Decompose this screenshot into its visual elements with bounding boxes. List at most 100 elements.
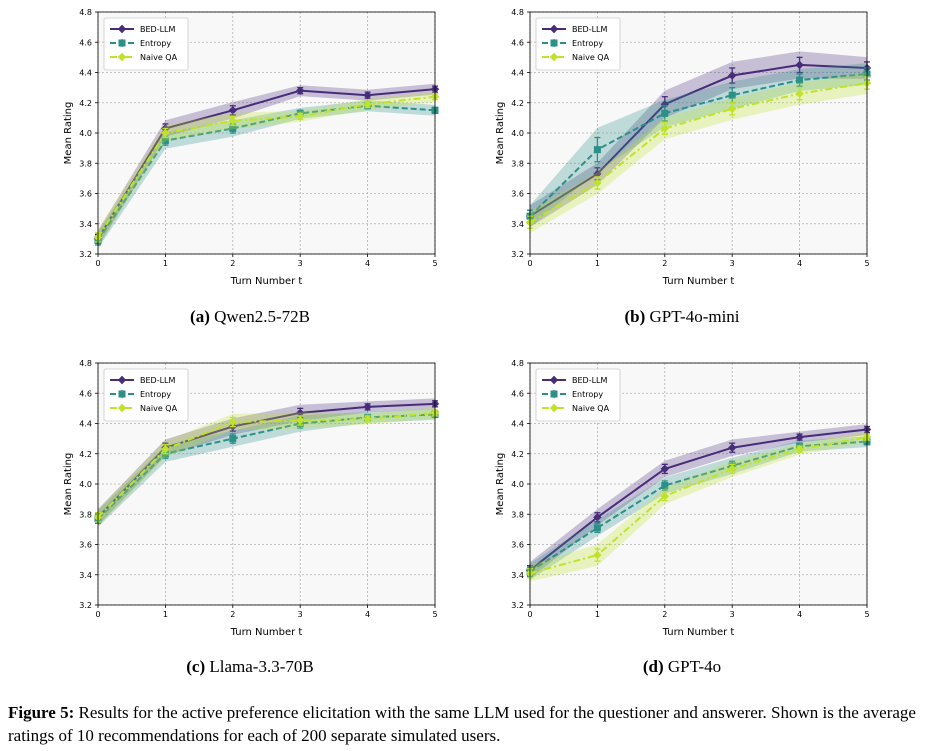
- legend-marker: [549, 24, 559, 34]
- axes-frame: [529, 11, 868, 255]
- series-line: [529, 428, 868, 571]
- series-line: [97, 104, 436, 241]
- y-tick-label: 4.8: [511, 359, 524, 368]
- data-point: [660, 124, 669, 133]
- x-tick-label: 4: [365, 610, 370, 619]
- legend-label: Naive QA: [140, 53, 178, 62]
- legend-marker: [117, 52, 127, 62]
- data-point: [593, 550, 602, 560]
- legend-marker: [550, 39, 558, 47]
- legend-marker: [549, 403, 559, 413]
- axes-frame: [529, 362, 868, 606]
- y-tick-label: 4.0: [79, 129, 92, 138]
- data-point: [728, 104, 737, 113]
- y-tick-label: 3.6: [511, 190, 524, 199]
- data-point: [228, 106, 237, 115]
- y-tick-label: 4.2: [79, 99, 92, 108]
- series-line: [529, 63, 868, 218]
- x-tick-label: 1: [595, 259, 600, 268]
- data-point: [229, 435, 237, 443]
- legend-label: BED-LLM: [140, 376, 176, 385]
- data-point: [795, 89, 804, 98]
- data-point: [161, 128, 170, 138]
- y-tick-label: 3.6: [511, 541, 524, 550]
- y-tick-label: 3.2: [511, 601, 524, 610]
- y-tick-label: 3.8: [79, 159, 92, 168]
- figure-caption-text: Results for the active preference elicit…: [8, 703, 916, 745]
- data-point: [660, 491, 669, 501]
- data-point: [660, 100, 669, 109]
- legend-marker: [117, 375, 127, 385]
- data-point: [796, 76, 804, 84]
- y-axis-label: Mean Rating: [495, 102, 506, 165]
- x-axis-label: Turn Number t: [662, 276, 735, 287]
- subfigure-title: Qwen2.5-72B: [214, 307, 310, 326]
- y-tick-label: 4.4: [79, 420, 92, 429]
- data-point: [229, 124, 237, 132]
- y-tick-label: 3.2: [79, 601, 92, 610]
- x-tick-label: 0: [95, 610, 100, 619]
- y-axis-label: Mean Rating: [495, 453, 506, 516]
- data-point: [728, 91, 736, 99]
- legend-label: Entropy: [140, 39, 171, 48]
- subfigure-caption: (c) Llama-3.3-70B: [186, 657, 313, 676]
- figure-canvas: 3.2 3.4 3.6 3.8 4.0 4.2 4.4 4.6 4.8 0 1 2 3 4 5 Turn Nu…: [63, 8, 872, 676]
- axes-frame: [97, 362, 436, 606]
- y-tick-label: 4.2: [511, 99, 524, 108]
- error-band: [98, 408, 435, 527]
- y-tick-label: 3.8: [511, 510, 524, 519]
- x-tick-label: 4: [797, 610, 802, 619]
- legend-label: Entropy: [572, 390, 603, 399]
- series-line: [97, 411, 436, 518]
- series-line: [97, 95, 436, 238]
- data-point: [593, 524, 601, 532]
- y-tick-label: 3.4: [511, 220, 524, 229]
- chart-panel-2: 3.2 3.4 3.6 3.8 4.0 4.2 4.4 4.6 4.8 0 1 2 3 4 5 Turn Nu…: [495, 8, 872, 326]
- data-point: [795, 445, 804, 454]
- data-point: [228, 417, 237, 427]
- x-tick-label: 5: [432, 259, 437, 268]
- subfigure-label: (a): [190, 307, 214, 326]
- data-point: [593, 178, 602, 188]
- x-tick-label: 2: [662, 259, 667, 268]
- y-tick-label: 4.6: [511, 389, 524, 398]
- axes-frame: [97, 11, 436, 255]
- data-point: [593, 146, 601, 154]
- subfigure-label: (c): [186, 657, 209, 676]
- y-tick-label: 4.0: [511, 129, 524, 138]
- legend-label: Entropy: [140, 390, 171, 399]
- data-point: [363, 402, 372, 412]
- series-line: [529, 440, 868, 573]
- x-tick-label: 0: [527, 259, 532, 268]
- data-point: [795, 432, 804, 442]
- y-tick-label: 4.8: [511, 8, 524, 17]
- legend: BED-LLM Entropy Naive QA: [103, 368, 189, 422]
- x-tick-label: 3: [298, 259, 303, 268]
- legend-marker: [118, 39, 126, 47]
- x-tick-label: 5: [864, 610, 869, 619]
- chart-panel-4: 3.2 3.4 3.6 3.8 4.0 4.2 4.4 4.6 4.8 0 1 2 3 4 5 Turn Nu…: [495, 359, 872, 676]
- series-naive-qa: [525, 431, 872, 582]
- y-tick-label: 4.6: [79, 389, 92, 398]
- y-tick-label: 3.4: [79, 571, 92, 580]
- y-tick-label: 4.8: [79, 8, 92, 17]
- y-tick-label: 3.2: [79, 250, 92, 259]
- x-tick-label: 3: [298, 610, 303, 619]
- data-point: [363, 90, 372, 100]
- y-tick-label: 4.2: [79, 450, 92, 459]
- y-tick-label: 4.4: [511, 69, 524, 78]
- x-axis-label: Turn Number t: [230, 276, 303, 287]
- figure-caption: Figure 5: Results for the active prefere…: [8, 701, 928, 747]
- legend-label: BED-LLM: [140, 25, 176, 34]
- x-tick-label: 4: [797, 259, 802, 268]
- x-tick-label: 1: [163, 259, 168, 268]
- legend-marker: [117, 24, 127, 34]
- data-point: [296, 112, 305, 121]
- data-point: [728, 464, 737, 474]
- chart-panel-1: 3.2 3.4 3.6 3.8 4.0 4.2 4.4 4.6 4.8 0 1 2 3 4 5 Turn Nu…: [63, 8, 440, 326]
- x-tick-label: 4: [365, 259, 370, 268]
- error-band: [530, 72, 867, 234]
- y-tick-label: 3.8: [79, 510, 92, 519]
- x-tick-label: 5: [432, 610, 437, 619]
- y-tick-label: 4.8: [79, 359, 92, 368]
